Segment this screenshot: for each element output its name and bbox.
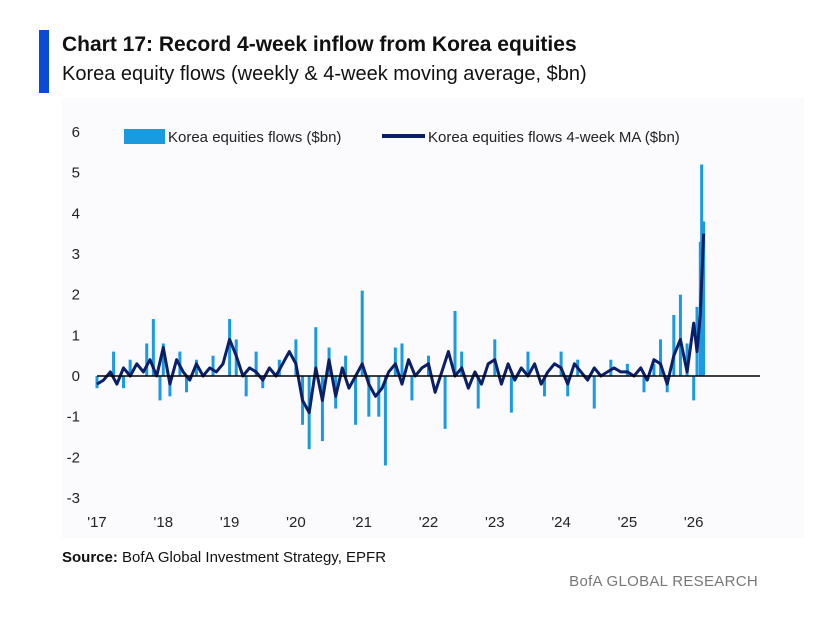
weekly-flow-bar [161, 343, 165, 376]
legend-swatch-weekly [124, 129, 165, 144]
weekly-flow-bar [360, 290, 364, 376]
weekly-flow-bar [443, 376, 447, 429]
x-tick-label: '18 [154, 514, 174, 531]
x-tick-label: '22 [419, 514, 439, 531]
weekly-flow-bar [95, 376, 99, 389]
weekly-flow-bar [194, 359, 198, 376]
weekly-flow-bar [393, 347, 397, 376]
weekly-flow-bar [314, 327, 318, 376]
x-tick-label: '20 [286, 514, 306, 531]
weekly-flow-bar [543, 376, 547, 397]
weekly-flow-bar [112, 351, 116, 376]
chart-title: Chart 17: Record 4-week inflow from Kore… [62, 33, 577, 56]
weekly-flow-bar [211, 355, 215, 376]
source-text: BofA Global Investment Strategy, EPFR [117, 549, 387, 566]
weekly-flow-bar [344, 355, 348, 376]
weekly-flow-bar [254, 351, 258, 376]
weekly-flow-bar [410, 376, 414, 401]
weekly-flow-bar [228, 319, 232, 376]
weekly-flow-bar [642, 376, 646, 393]
weekly-flow-bar [261, 376, 265, 389]
weekly-flow-bar [400, 343, 404, 376]
legend: Korea equities flows ($bn) Korea equitie… [124, 129, 680, 146]
y-tick-label: -2 [67, 449, 80, 466]
weekly-flow-bar [566, 376, 570, 397]
weekly-flow-bar [592, 376, 596, 409]
weekly-flow-bar [145, 343, 149, 376]
weekly-flow-bar [460, 351, 464, 376]
weekly-flow-bar [453, 310, 457, 376]
weekly-flow-bar [625, 363, 629, 376]
legend-label-weekly: Korea equities flows ($bn) [168, 129, 341, 146]
weekly-flow-bar [128, 359, 132, 376]
x-tick-label: '23 [485, 514, 505, 531]
weekly-flow-bar [320, 376, 324, 442]
x-tick-label: '25 [618, 514, 638, 531]
ma-line [96, 233, 706, 415]
y-tick-label: 3 [72, 246, 80, 263]
x-tick-label: '26 [684, 514, 704, 531]
weekly-flow-bar [476, 376, 480, 409]
weekly-flow-bar [158, 376, 162, 401]
legend-label-ma: Korea equities flows 4-week MA ($bn) [428, 129, 680, 146]
y-axis: -3 -2 -1 0 1 2 3 4 5 6 [67, 124, 80, 507]
weekly-flow-bar [672, 315, 676, 376]
title-accent-bar [39, 30, 49, 93]
x-tick-label: '17 [87, 514, 107, 531]
weekly-flow-bar [609, 359, 613, 376]
y-tick-label: -3 [67, 490, 80, 507]
y-tick-label: 0 [72, 368, 80, 385]
weekly-flow-bar [151, 319, 155, 376]
x-tick-label: '24 [551, 514, 571, 531]
x-tick-label: '19 [220, 514, 240, 531]
weekly-flow-bar [692, 376, 696, 401]
y-tick-label: -1 [67, 409, 80, 426]
chart-subtitle: Korea equity flows (weekly & 4-week movi… [62, 63, 587, 85]
y-tick-label: 1 [72, 327, 80, 344]
weekly-flow-bar [377, 376, 381, 417]
brand-footer: BofA GLOBAL RESEARCH [569, 573, 758, 590]
y-tick-label: 2 [72, 287, 80, 304]
source-label: Source: [62, 549, 118, 566]
weekly-flow-bar [659, 339, 663, 376]
x-axis: '17 '18 '19 '20 '21 '22 '23 '24 '25 '26 [87, 514, 703, 531]
weekly-flow-bar [493, 339, 497, 376]
weekly-flow-bar [354, 376, 358, 425]
source-note: Source: BofA Global Investment Strategy,… [62, 549, 386, 566]
weekly-flow-bar [509, 376, 513, 413]
weekly-flow-bars [95, 164, 706, 466]
weekly-flow-bar [244, 376, 248, 397]
weekly-flow-bar [122, 376, 126, 389]
y-tick-label: 6 [72, 124, 80, 141]
weekly-flow-bar [559, 351, 563, 376]
y-tick-label: 4 [72, 205, 80, 222]
weekly-flow-bar [685, 343, 689, 376]
weekly-flow-bar [367, 376, 371, 417]
weekly-flow-bar [526, 351, 530, 376]
weekly-flow-bar [702, 221, 706, 376]
weekly-flow-bar [168, 376, 172, 397]
weekly-flow-bar [185, 376, 189, 393]
x-tick-label: '21 [352, 514, 372, 531]
weekly-flow-bar [383, 376, 387, 466]
y-tick-label: 5 [72, 165, 80, 182]
weekly-flow-bar [294, 339, 298, 376]
weekly-flow-bar [678, 294, 682, 376]
weekly-flow-bar [652, 363, 656, 376]
